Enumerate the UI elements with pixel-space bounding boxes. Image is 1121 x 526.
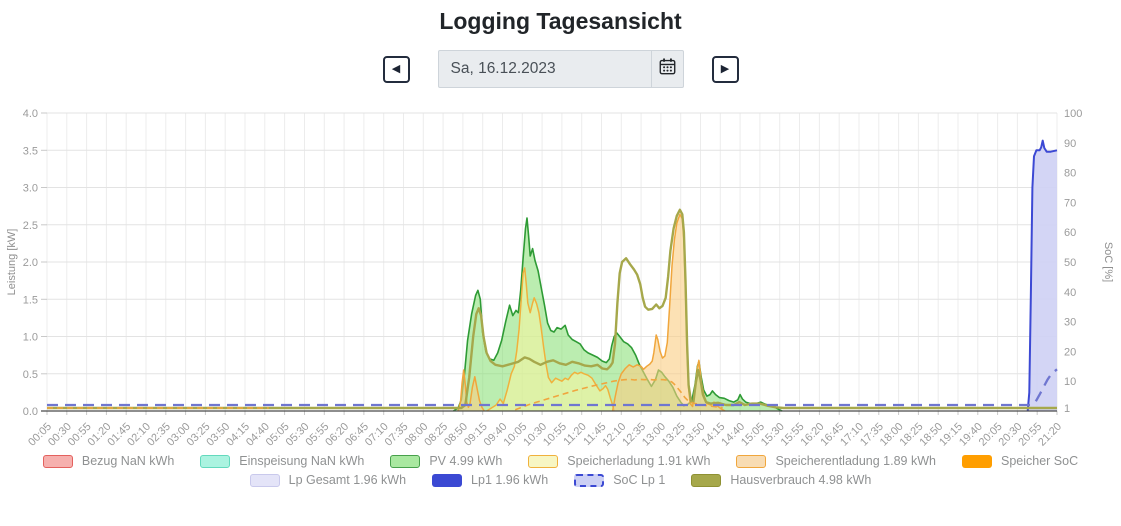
legend-label: Lp1 1.96 kWh [471, 473, 549, 487]
chart-area: 00:05 00:30 00:55 01:20 01:45 02:10 02:35 03:00… [0, 100, 1121, 452]
chart-canvas: 00:0500:3000:5501:2001:4502:1002:3503:00… [6, 108, 1114, 449]
svg-text:30: 30 [1064, 317, 1076, 329]
legend-item[interactable]: SoC Lp 1 [574, 473, 665, 487]
y-axis-title-right: SoC [%] [1102, 242, 1114, 282]
legend-label: Lp Gesamt 1.96 kWh [288, 473, 407, 487]
svg-text:2.5: 2.5 [23, 220, 38, 232]
legend-item[interactable]: Lp Gesamt 1.96 kWh [249, 473, 407, 487]
page-title: Logging Tagesansicht [439, 8, 682, 34]
legend-swatch [42, 454, 73, 468]
legend-swatch [528, 454, 559, 468]
svg-text:40: 40 [1064, 287, 1076, 299]
svg-text:80: 80 [1064, 168, 1076, 180]
legend-label: Speicherladung 1.91 kWh [567, 454, 711, 468]
legend-swatch [691, 473, 722, 487]
svg-text:10: 10 [1064, 376, 1076, 388]
svg-text:60: 60 [1064, 227, 1076, 239]
series-line-Speicher-SoC [514, 378, 723, 411]
svg-text:3.0: 3.0 [23, 183, 38, 195]
legend-item[interactable]: Bezug NaN kWh [42, 454, 175, 468]
svg-text:1: 1 [1064, 403, 1070, 415]
svg-text:21:20: 21:20 [1036, 421, 1064, 449]
legend-item[interactable]: PV 4.99 kWh [390, 454, 502, 468]
legend-swatch [574, 473, 605, 487]
svg-text:3.5: 3.5 [23, 145, 38, 157]
legend-item[interactable]: Hausverbrauch 4.98 kWh [691, 473, 871, 487]
y-axis-title-left: Leistung [kW] [6, 229, 18, 296]
legend-swatch [961, 454, 992, 468]
legend-item[interactable]: Speicher SoC [961, 454, 1079, 468]
series-line-PV [452, 217, 783, 412]
legend-label: Hausverbrauch 4.98 kWh [730, 473, 872, 487]
legend-swatch [200, 454, 231, 468]
legend-swatch [432, 473, 463, 487]
date-input[interactable] [438, 51, 651, 87]
svg-text:1.0: 1.0 [23, 332, 38, 344]
svg-text:1.5: 1.5 [23, 294, 38, 306]
series-line-Speicherladung [486, 267, 615, 412]
chart-legend: Bezug NaN kWh Einspeisung NaN kWh PV 4.99 … [0, 454, 1121, 487]
legend-label: Speicher SoC [1000, 454, 1079, 468]
date-picker-group [437, 50, 684, 88]
series-line-SoC-Lp-1 [47, 368, 1058, 407]
next-day-button[interactable]: ▶ [711, 55, 739, 83]
series-fill-Speicherladung [486, 268, 615, 411]
svg-text:0.5: 0.5 [23, 369, 38, 381]
legend-item[interactable]: Speicherladung 1.91 kWh [528, 454, 710, 468]
legend-row: Bezug NaN kWh Einspeisung NaN kWh PV 4.99 … [42, 454, 1079, 468]
svg-text:20: 20 [1064, 346, 1076, 358]
date-navigation: ◀ ▶ [0, 50, 1121, 88]
legend-label: SoC Lp 1 [613, 473, 666, 487]
legend-row: Lp Gesamt 1.96 kWh Lp1 1.96 kWh SoC Lp 1 Ha… [249, 473, 871, 487]
svg-text:2.0: 2.0 [23, 257, 38, 269]
svg-text:4.0: 4.0 [23, 108, 38, 120]
legend-label: PV 4.99 kWh [429, 454, 503, 468]
x-tick-labels: 00:0500:3000:5501:2001:4502:1002:3503:00… [26, 421, 1064, 449]
legend-label: Speicherentladung 1.89 kWh [775, 454, 936, 468]
calendar-icon [659, 58, 676, 80]
svg-text:90: 90 [1064, 138, 1076, 150]
previous-day-button[interactable]: ◀ [382, 55, 410, 83]
legend-item[interactable]: Einspeisung NaN kWh [200, 454, 364, 468]
legend-item[interactable]: Speicherentladung 1.89 kWh [736, 454, 936, 468]
svg-text:100: 100 [1064, 108, 1082, 120]
series-line-Lp1 [1026, 139, 1058, 412]
svg-text:10:55: 10:55 [541, 421, 569, 449]
svg-text:0.0: 0.0 [23, 406, 38, 418]
series-fill-Speicherentladung [612, 214, 726, 411]
legend-swatch [736, 454, 767, 468]
legend-swatch [390, 454, 421, 468]
legend-label: Einspeisung NaN kWh [239, 454, 365, 468]
calendar-button[interactable] [650, 51, 683, 87]
svg-text:70: 70 [1064, 197, 1076, 209]
legend-swatch [249, 473, 280, 487]
arrow-right-icon: ▶ [720, 62, 730, 75]
arrow-left-icon: ◀ [391, 62, 401, 75]
legend-item[interactable]: Lp1 1.96 kWh [432, 473, 548, 487]
series-line-Hausverbrauch [47, 208, 1057, 410]
series-fill-Lp-Gesamt [1027, 140, 1057, 411]
svg-text:50: 50 [1064, 257, 1076, 269]
legend-label: Bezug NaN kWh [81, 454, 175, 468]
